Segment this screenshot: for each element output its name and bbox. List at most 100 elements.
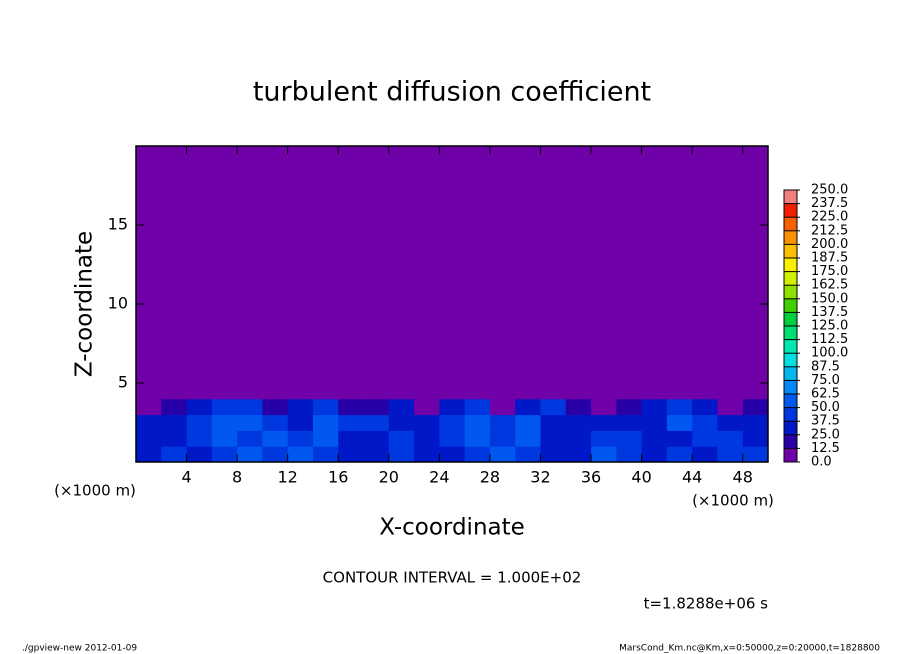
- heatmap-cell: [515, 383, 541, 400]
- colorbar-band: [784, 380, 797, 394]
- x-tick-label: 12: [278, 468, 298, 487]
- heatmap-cell: [515, 414, 541, 431]
- heatmap-cell: [489, 430, 516, 447]
- heatmap-cell: [287, 398, 314, 416]
- heatmap-cell: [464, 446, 491, 463]
- heatmap-cell: [717, 430, 744, 447]
- heatmap-cell: [363, 146, 390, 384]
- heatmap-cell: [742, 430, 769, 447]
- colorbar-band: [784, 230, 797, 245]
- colorbar-band: [784, 190, 797, 204]
- heatmap-cell: [312, 383, 339, 400]
- colorbar-band: [784, 244, 797, 258]
- heatmap-cell: [161, 146, 188, 384]
- colorbar-label: 212.5: [811, 223, 848, 238]
- heatmap-cell: [591, 414, 617, 431]
- heatmap-cell: [388, 398, 415, 416]
- heatmap-cell: [136, 398, 162, 416]
- heatmap-cell: [186, 398, 213, 416]
- heatmap-cell: [540, 446, 567, 463]
- heatmap-cell: [641, 430, 668, 447]
- heatmap-cell: [692, 146, 718, 384]
- heatmap-cell: [515, 430, 541, 447]
- x-tick-label: 4: [181, 468, 191, 487]
- heatmap-cell: [742, 146, 769, 384]
- heatmap-cell: [641, 146, 668, 384]
- heatmap-cell: [616, 446, 643, 463]
- heatmap-cell: [211, 146, 238, 384]
- heatmap-cell: [464, 430, 491, 447]
- heatmap-cell: [666, 414, 693, 431]
- heatmap-cell: [565, 446, 592, 463]
- heatmap-cell: [312, 446, 339, 463]
- colorbar-label: 187.5: [811, 251, 848, 266]
- heatmap-cell: [616, 383, 643, 400]
- colorbar-label: 175.0: [811, 264, 848, 279]
- colorbar-label: 87.5: [811, 359, 840, 374]
- colorbar-band: [784, 448, 797, 462]
- heatmap-cell: [515, 398, 541, 416]
- heatmap-cell: [742, 446, 769, 463]
- colorbar-label: 50.0: [811, 400, 840, 415]
- x-tick-label: 24: [429, 468, 449, 487]
- x-tick-label: 44: [682, 468, 702, 487]
- x-tick-label: 40: [631, 468, 651, 487]
- x-tick-label: 32: [530, 468, 550, 487]
- footer-left: ./gpview-new 2012-01-09: [22, 644, 137, 654]
- heatmap-cell: [237, 430, 263, 447]
- heatmap-cell: [388, 446, 415, 463]
- colorbar-label: 12.5: [811, 441, 840, 456]
- colorbar-band: [784, 271, 797, 286]
- y-tick-label: 10: [108, 294, 128, 313]
- heatmap-cell: [312, 414, 339, 431]
- heatmap-cell: [186, 446, 213, 463]
- heatmap-cell: [489, 398, 516, 416]
- x-axis-label: X-coordinate: [379, 515, 525, 541]
- heatmap-cell: [186, 414, 213, 431]
- heatmap-cell: [136, 414, 162, 431]
- heatmap-cell: [414, 146, 440, 384]
- heatmap-cell: [540, 383, 567, 400]
- colorbar-label: 112.5: [811, 332, 848, 347]
- footer-right: MarsCond_Km.nc@Km,x=0:50000,z=0:20000,t=…: [619, 644, 880, 654]
- heatmap-cell: [616, 398, 643, 416]
- heatmap-cell: [591, 446, 617, 463]
- heatmap-cell: [237, 146, 263, 384]
- heatmap-cell: [237, 446, 263, 463]
- heatmap-cell: [262, 383, 289, 400]
- x-tick-label: 36: [581, 468, 601, 487]
- heatmap-cell: [262, 398, 289, 416]
- heatmap-cell: [414, 446, 440, 463]
- colorbar-label: 100.0: [811, 346, 848, 361]
- heatmap-cell: [287, 383, 314, 400]
- heatmap-cell: [464, 414, 491, 431]
- heatmap-cell: [692, 446, 718, 463]
- colorbar-band: [784, 258, 797, 272]
- heatmap-cell: [439, 446, 466, 463]
- colorbar-band: [784, 203, 797, 218]
- x-tick-label: 8: [232, 468, 242, 487]
- colorbar-label: 0.0: [811, 455, 832, 470]
- colorbar-band: [784, 217, 797, 231]
- heatmap-cell: [641, 446, 668, 463]
- heatmap-cell: [692, 398, 718, 416]
- heatmap-cell: [211, 383, 238, 400]
- heatmap-cell: [439, 414, 466, 431]
- heatmap-cell: [338, 446, 365, 463]
- colorbar-label: 75.0: [811, 373, 840, 388]
- plot-area: 4 8 12 16 20 24 28 32 36 40 44 48510150.012.525.037…: [108, 145, 848, 487]
- heatmap-cell: [742, 414, 769, 431]
- heatmap-cell: [237, 383, 263, 400]
- colorbar-band: [784, 353, 797, 367]
- colorbar-label: 225.0: [811, 210, 848, 225]
- heatmap-cell: [692, 430, 718, 447]
- heatmap-cell: [591, 383, 617, 400]
- heatmap-cell: [565, 383, 592, 400]
- heatmap-cell: [363, 398, 390, 416]
- heatmap-cell: [287, 446, 314, 463]
- heatmap-cell: [287, 430, 314, 447]
- heatmap-cell: [388, 430, 415, 447]
- heatmap-cell: [186, 383, 213, 400]
- heatmap-cell: [591, 398, 617, 416]
